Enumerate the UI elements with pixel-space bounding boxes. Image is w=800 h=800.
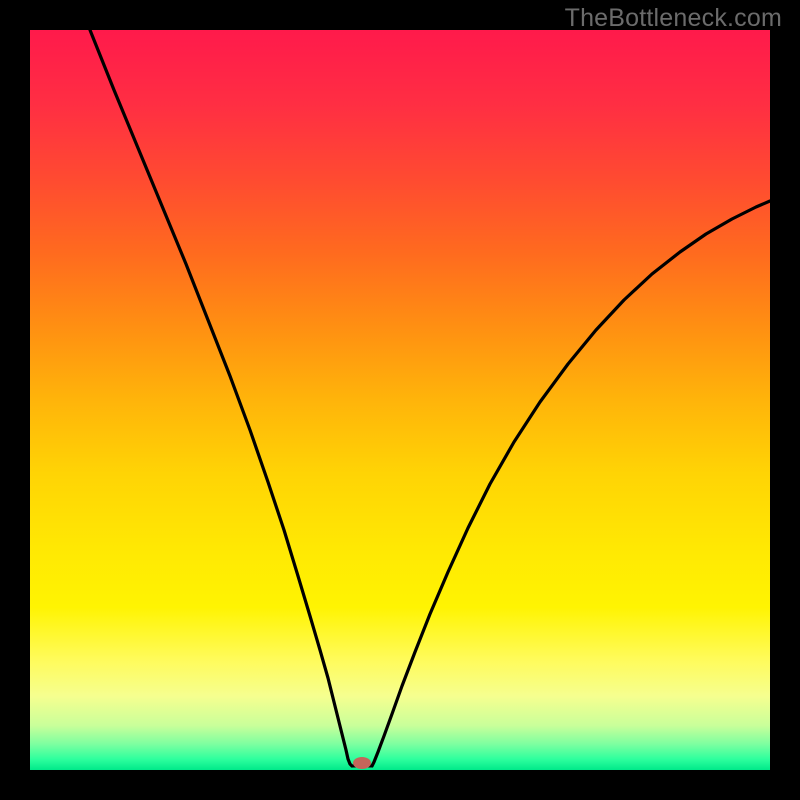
vertex-marker: [353, 757, 371, 769]
plot-area: [30, 30, 770, 770]
watermark-text: TheBottleneck.com: [565, 4, 782, 33]
chart-frame: TheBottleneck.com: [0, 0, 800, 800]
plot-svg: [30, 30, 770, 770]
plot-background: [30, 30, 770, 770]
